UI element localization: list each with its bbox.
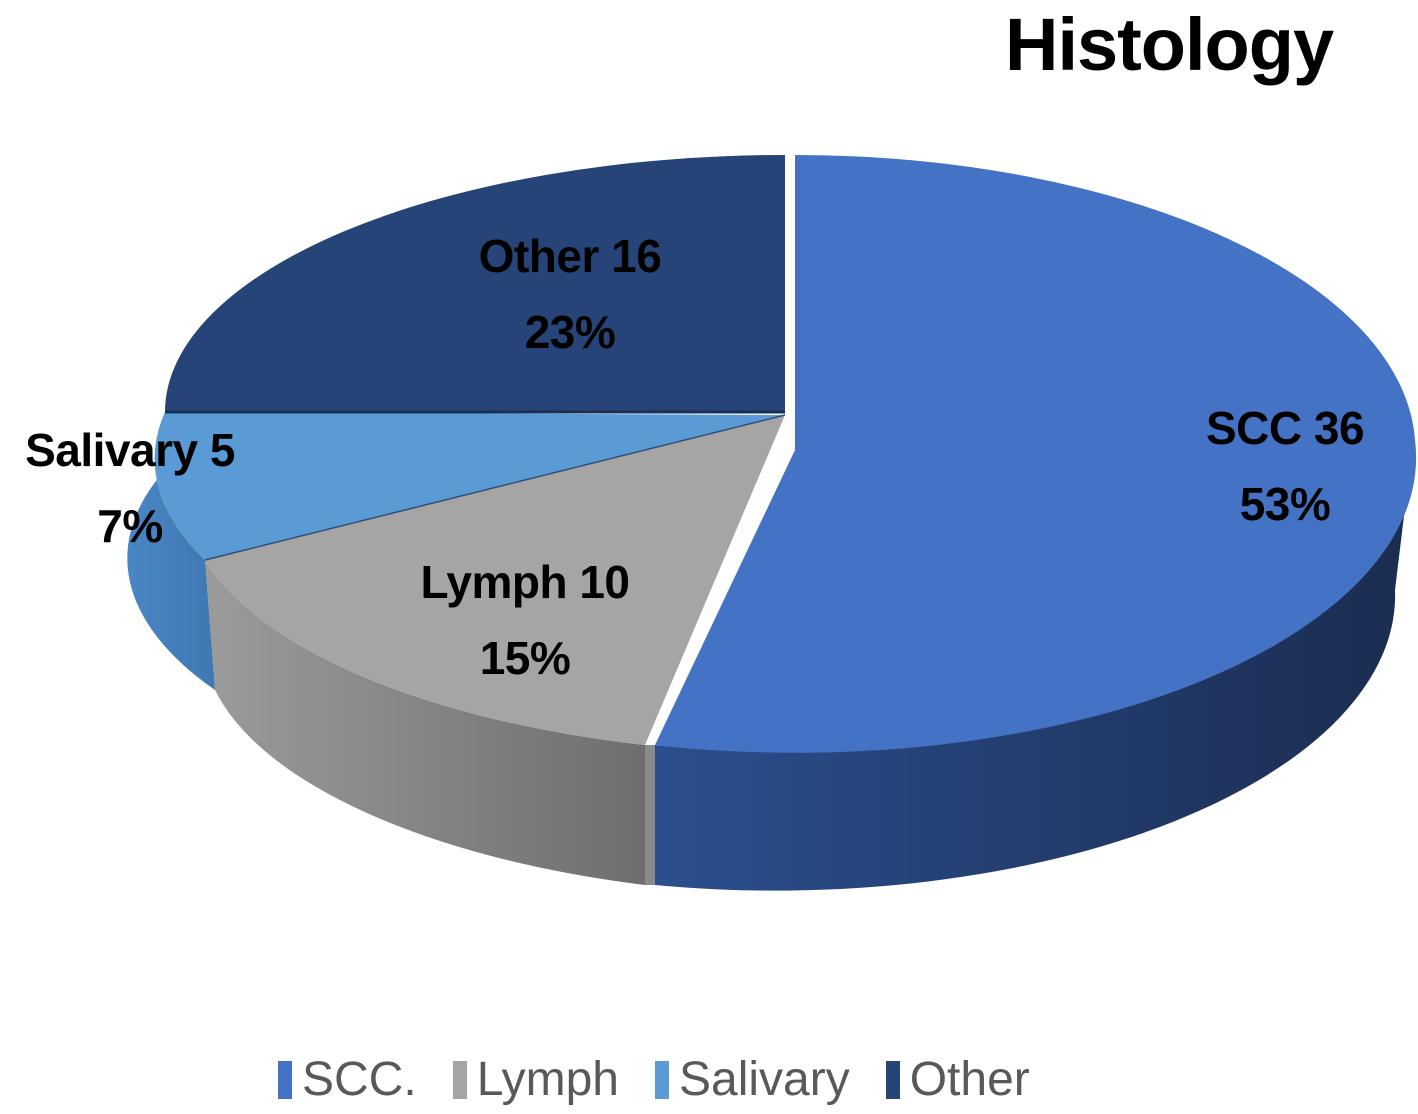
label-lymph-name: Lymph 10	[420, 556, 630, 608]
legend-swatch-other	[885, 1060, 900, 1099]
slice-salivary[interactable]	[127, 412, 786, 690]
slice-other[interactable]	[165, 155, 785, 414]
label-lymph: Lymph 10 15%	[380, 544, 670, 696]
chart-legend: SCC. Lymph Salivary Other	[278, 1052, 1066, 1107]
legend-item-other[interactable]: Other	[885, 1052, 1030, 1107]
label-other-pct: 23%	[524, 306, 616, 358]
legend-item-lymph[interactable]: Lymph	[452, 1052, 619, 1107]
legend-swatch-lymph	[452, 1060, 467, 1099]
label-scc-pct: 53%	[1239, 478, 1331, 530]
chart-title: Histology	[1005, 3, 1334, 86]
slice-scc[interactable]	[655, 154, 1417, 891]
legend-swatch-scc	[278, 1060, 292, 1099]
legend-item-salivary[interactable]: Salivary	[654, 1052, 850, 1107]
legend-item-scc[interactable]: SCC.	[278, 1052, 417, 1107]
legend-swatch-salivary	[654, 1060, 669, 1099]
label-salivary-pct: 7%	[97, 500, 163, 552]
legend-label-lymph: Lymph	[476, 1053, 619, 1106]
label-scc: SCC 36 53%	[1170, 390, 1400, 542]
label-lymph-pct: 15%	[479, 632, 571, 684]
slice-lymph[interactable]	[205, 415, 785, 885]
legend-label-other: Other	[909, 1053, 1030, 1106]
label-salivary-name: Salivary 5	[25, 424, 235, 476]
label-scc-name: SCC 36	[1205, 402, 1365, 454]
legend-label-salivary: Salivary	[678, 1053, 850, 1106]
legend-label-scc: SCC.	[302, 1053, 417, 1106]
label-other: Other 16 23%	[430, 218, 710, 370]
label-other-name: Other 16	[478, 230, 662, 282]
label-salivary: Salivary 5 7%	[0, 412, 260, 564]
